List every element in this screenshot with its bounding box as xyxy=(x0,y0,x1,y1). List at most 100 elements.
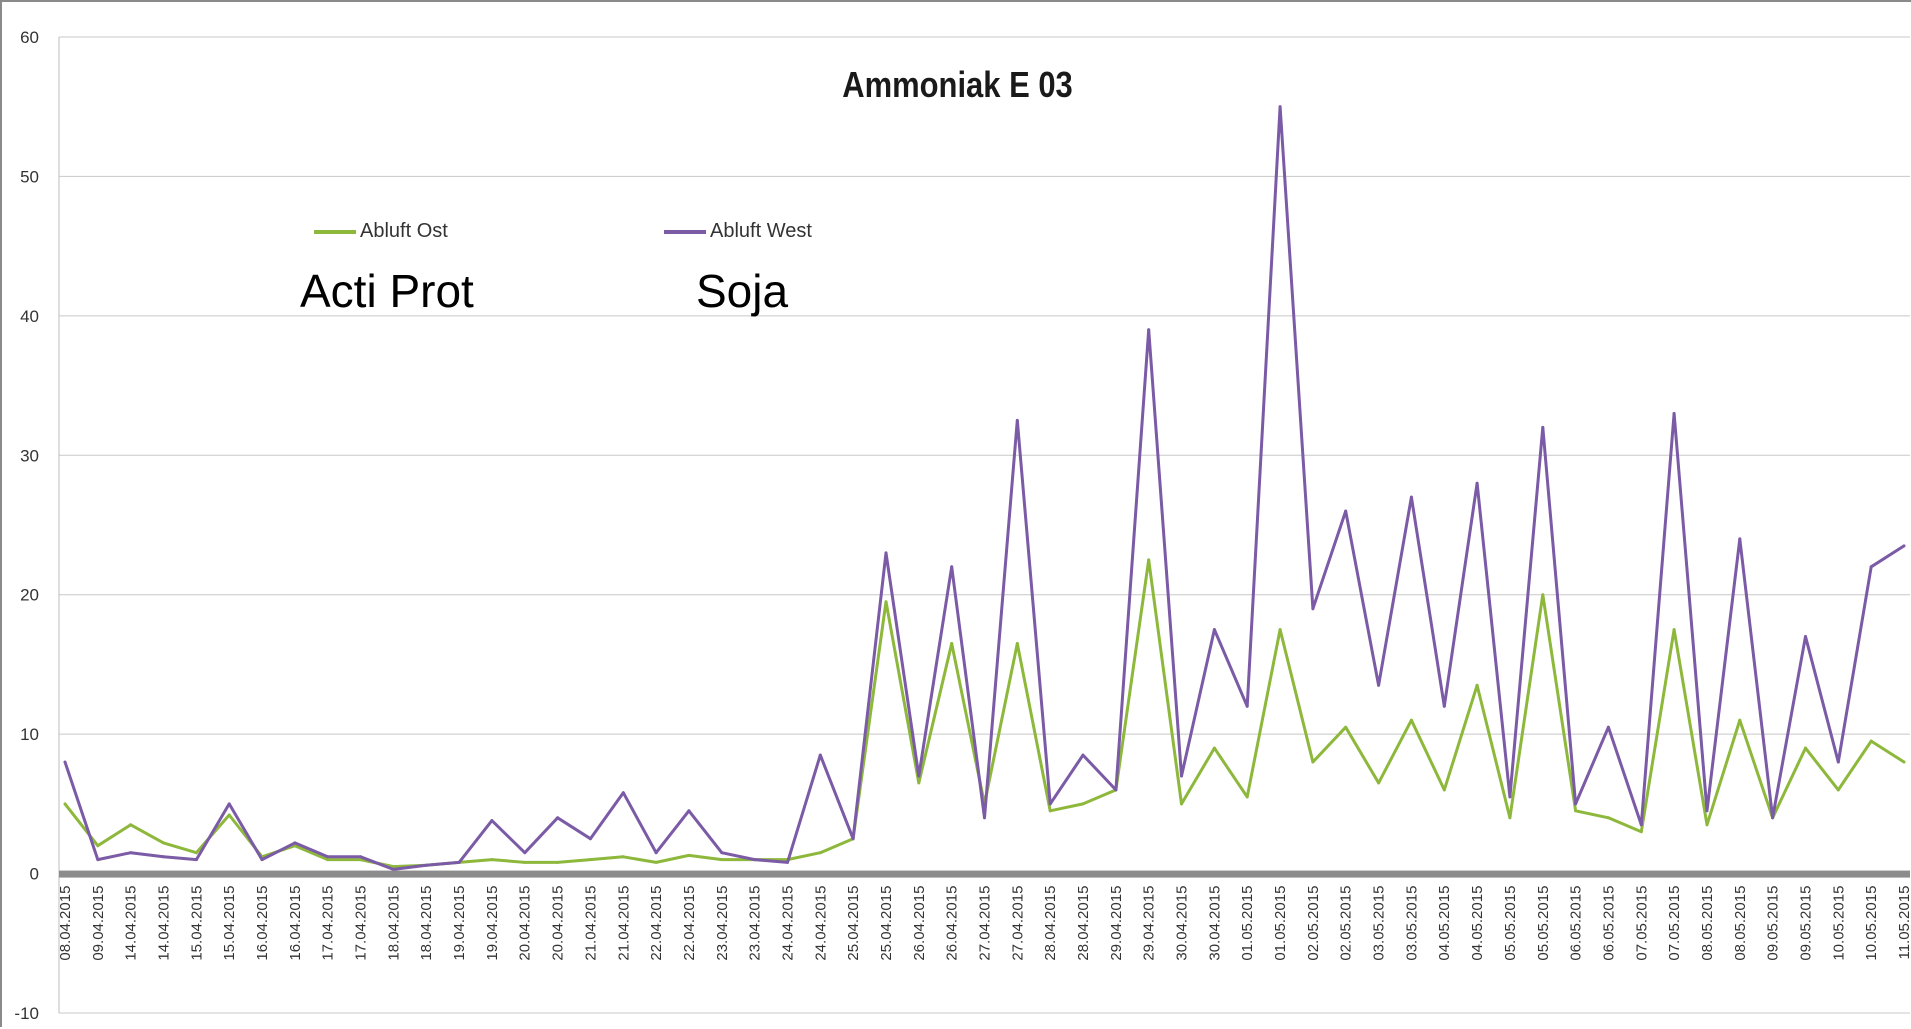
data-point-1-46 xyxy=(1574,802,1578,806)
data-point-0-50 xyxy=(1705,823,1709,827)
data-point-0-54 xyxy=(1836,788,1840,792)
chart-title: Ammoniak E 03 xyxy=(842,64,1073,105)
x-axis-baseline xyxy=(59,870,1910,878)
data-point-0-39 xyxy=(1344,725,1348,729)
data-point-1-42 xyxy=(1442,704,1446,708)
x-tick-label-32: 29.04.2015 xyxy=(1108,886,1125,961)
x-tick-label-42: 04.05.2015 xyxy=(1436,886,1453,961)
x-tick-label-30: 28.04.2015 xyxy=(1042,886,1059,961)
x-tick-label-4: 15.04.2015 xyxy=(188,886,205,961)
data-point-0-8 xyxy=(326,858,330,862)
y-tick-label--10: -10 xyxy=(14,1004,39,1023)
data-point-1-51 xyxy=(1738,537,1742,541)
x-tick-label-53: 09.05.2015 xyxy=(1797,886,1814,961)
x-tick-label-34: 30.04.2015 xyxy=(1174,886,1191,961)
data-point-0-16 xyxy=(588,858,592,862)
data-point-1-16 xyxy=(588,837,592,841)
data-point-1-8 xyxy=(326,855,330,859)
data-point-1-2 xyxy=(129,851,133,855)
data-point-0-2 xyxy=(129,823,133,827)
data-point-0-30 xyxy=(1048,809,1052,813)
data-point-1-55 xyxy=(1869,565,1873,569)
x-tick-label-27: 26.04.2015 xyxy=(944,886,961,961)
data-point-0-35 xyxy=(1212,746,1216,750)
y-tick-label-0: 0 xyxy=(30,865,39,884)
data-point-1-28 xyxy=(983,816,986,820)
x-tick-label-38: 02.05.2015 xyxy=(1305,886,1322,961)
data-point-0-25 xyxy=(884,600,888,604)
data-point-1-22 xyxy=(786,860,789,864)
data-point-0-15 xyxy=(556,860,560,864)
x-tick-label-41: 03.05.2015 xyxy=(1403,886,1420,961)
x-tick-label-17: 21.04.2015 xyxy=(615,886,632,961)
x-tick-label-46: 06.05.2015 xyxy=(1568,886,1585,961)
data-point-0-18 xyxy=(654,860,658,864)
data-point-1-20 xyxy=(720,851,724,855)
x-tick-label-3: 14.04.2015 xyxy=(156,886,173,961)
x-tick-label-28: 27.04.2015 xyxy=(977,886,994,961)
x-tick-label-24: 25.04.2015 xyxy=(845,886,862,961)
data-point-0-3 xyxy=(162,841,165,845)
data-point-1-10 xyxy=(391,867,395,871)
y-tick-label-10: 10 xyxy=(20,725,39,744)
x-tick-label-36: 01.05.2015 xyxy=(1239,886,1256,961)
data-point-0-19 xyxy=(687,853,691,857)
data-point-1-52 xyxy=(1771,816,1775,820)
x-tick-label-8: 17.04.2015 xyxy=(320,886,337,961)
data-point-0-5 xyxy=(227,813,231,817)
data-point-0-41 xyxy=(1409,718,1413,722)
legend-label-abluft-west: Abluft West xyxy=(710,220,812,242)
data-point-1-41 xyxy=(1409,495,1413,499)
data-point-1-19 xyxy=(687,809,691,813)
x-tick-label-25: 25.04.2015 xyxy=(878,886,895,961)
legend-swatch-abluft-west xyxy=(664,229,706,234)
y-tick-label-60: 60 xyxy=(20,28,39,47)
data-point-0-14 xyxy=(523,860,527,864)
data-point-1-39 xyxy=(1344,509,1348,513)
x-tick-label-2: 14.04.2015 xyxy=(123,886,140,961)
data-point-1-21 xyxy=(753,858,757,862)
data-point-1-15 xyxy=(556,816,560,820)
y-tick-label-50: 50 xyxy=(20,167,39,186)
x-tick-label-35: 30.04.2015 xyxy=(1206,886,1223,961)
data-point-0-1 xyxy=(96,844,100,848)
x-tick-label-0: 08.04.2015 xyxy=(57,886,74,961)
x-tick-label-22: 24.04.2015 xyxy=(779,886,796,961)
x-tick-label-31: 28.04.2015 xyxy=(1075,886,1092,961)
data-point-0-46 xyxy=(1574,809,1578,813)
data-point-1-0 xyxy=(63,760,67,764)
data-point-0-27 xyxy=(950,642,954,645)
data-point-1-27 xyxy=(950,565,954,569)
data-point-1-37 xyxy=(1278,105,1282,109)
data-point-0-34 xyxy=(1180,802,1183,806)
legend-item-abluft-west: Abluft West xyxy=(664,220,812,243)
x-tick-label-5: 15.04.2015 xyxy=(221,886,238,961)
data-point-0-53 xyxy=(1804,746,1807,750)
x-tick-label-45: 05.05.2015 xyxy=(1535,886,1552,961)
data-point-1-5 xyxy=(227,802,231,806)
data-point-1-6 xyxy=(260,858,264,862)
data-point-1-49 xyxy=(1672,412,1676,415)
data-point-1-35 xyxy=(1212,628,1216,632)
x-tick-label-13: 19.04.2015 xyxy=(484,886,501,961)
x-tick-label-20: 23.04.2015 xyxy=(714,886,731,961)
data-point-1-18 xyxy=(654,851,658,855)
data-point-1-44 xyxy=(1508,795,1512,799)
data-point-0-51 xyxy=(1738,718,1742,722)
data-point-1-40 xyxy=(1377,683,1381,687)
data-point-1-9 xyxy=(359,855,363,859)
data-point-1-47 xyxy=(1606,725,1610,729)
data-point-0-31 xyxy=(1081,802,1085,806)
data-point-1-38 xyxy=(1311,607,1315,611)
data-point-1-24 xyxy=(851,837,855,841)
data-point-0-13 xyxy=(490,858,494,862)
data-point-1-43 xyxy=(1475,481,1479,485)
x-tick-label-54: 10.05.2015 xyxy=(1830,886,1847,961)
data-point-1-12 xyxy=(457,860,461,864)
data-point-0-17 xyxy=(621,855,625,859)
x-tick-label-18: 22.04.2015 xyxy=(648,886,665,961)
data-point-0-23 xyxy=(818,851,822,855)
x-tick-label-51: 08.05.2015 xyxy=(1732,886,1749,961)
x-tick-label-10: 18.04.2015 xyxy=(385,886,402,961)
